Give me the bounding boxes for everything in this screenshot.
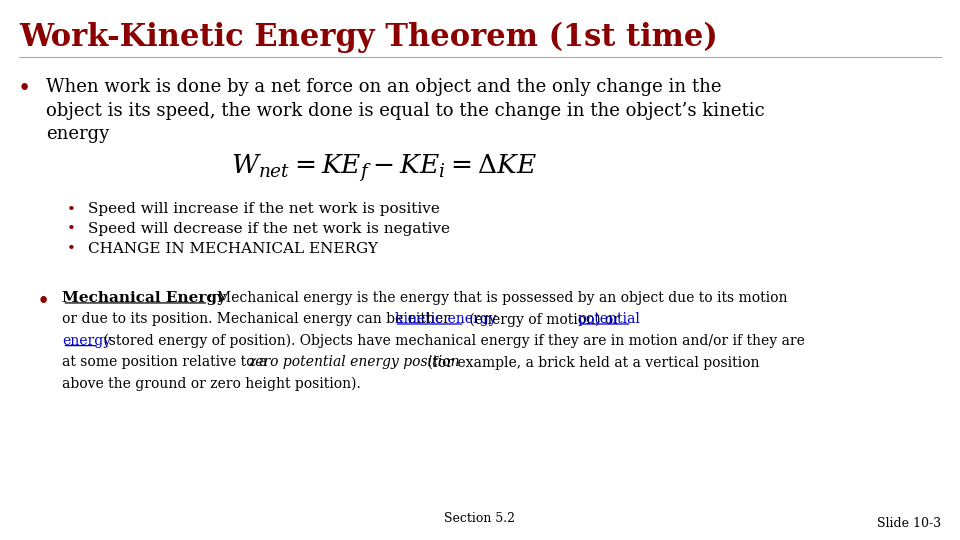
Text: Work-Kinetic Energy Theorem (1st time): Work-Kinetic Energy Theorem (1st time): [19, 22, 718, 53]
Text: energy: energy: [46, 125, 109, 143]
Text: at some position relative to a: at some position relative to a: [62, 355, 272, 369]
Text: •: •: [36, 291, 50, 313]
Text: $W_{net} = KE_f - KE_i = \Delta KE$: $W_{net} = KE_f - KE_i = \Delta KE$: [231, 152, 537, 184]
Text: (for example, a brick held at a vertical position: (for example, a brick held at a vertical…: [423, 355, 760, 370]
Text: Mechanical Energy: Mechanical Energy: [62, 291, 227, 305]
Text: •: •: [67, 222, 76, 237]
Text: above the ground or zero height position).: above the ground or zero height position…: [62, 377, 361, 392]
Text: or due to its position. Mechanical energy can be either: or due to its position. Mechanical energ…: [62, 312, 455, 326]
Text: Speed will increase if the net work is positive: Speed will increase if the net work is p…: [88, 202, 441, 217]
Text: kinetic energy: kinetic energy: [395, 312, 496, 326]
Text: Section 5.2: Section 5.2: [444, 512, 516, 525]
Text: (energy of motion) or: (energy of motion) or: [465, 312, 624, 327]
Text: energy: energy: [62, 334, 111, 348]
Text: When work is done by a net force on an object and the only change in the: When work is done by a net force on an o…: [46, 78, 722, 96]
Text: object is its speed, the work done is equal to the change in the object’s kineti: object is its speed, the work done is eq…: [46, 102, 765, 119]
Text: Slide 10-3: Slide 10-3: [876, 517, 941, 530]
Text: Speed will decrease if the net work is negative: Speed will decrease if the net work is n…: [88, 222, 450, 237]
Text: •: •: [17, 78, 31, 100]
Text: : Mechanical energy is the energy that is possessed by an object due to its moti: : Mechanical energy is the energy that i…: [208, 291, 788, 305]
Text: •: •: [67, 202, 76, 217]
Text: (stored energy of position). Objects have mechanical energy if they are in motio: (stored energy of position). Objects hav…: [99, 334, 804, 348]
Text: potential: potential: [578, 312, 640, 326]
Text: zero potential energy position: zero potential energy position: [248, 355, 459, 369]
Text: •: •: [67, 242, 76, 256]
Text: CHANGE IN MECHANICAL ENERGY: CHANGE IN MECHANICAL ENERGY: [88, 242, 378, 256]
